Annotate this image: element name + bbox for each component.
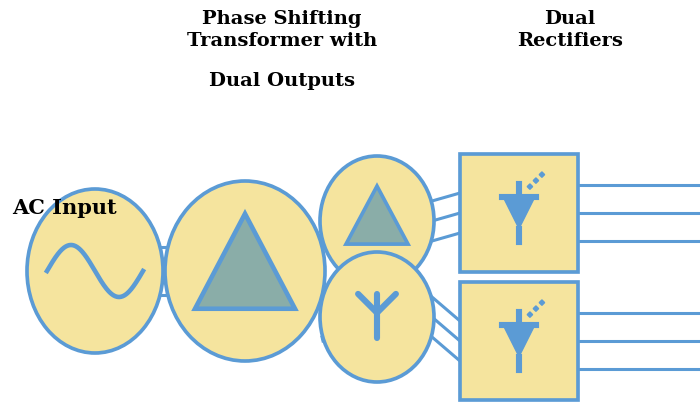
Polygon shape: [195, 214, 295, 309]
Ellipse shape: [165, 181, 325, 361]
Polygon shape: [533, 306, 538, 311]
Polygon shape: [346, 187, 408, 245]
Text: Phase Shifting: Phase Shifting: [202, 10, 362, 28]
Text: AC Input: AC Input: [12, 198, 117, 217]
Polygon shape: [533, 179, 538, 184]
Text: Dual: Dual: [545, 10, 596, 28]
Text: Transformer with: Transformer with: [187, 32, 377, 50]
Polygon shape: [527, 184, 533, 190]
Bar: [460, 282, 578, 400]
Polygon shape: [527, 312, 533, 318]
Polygon shape: [539, 173, 545, 178]
Ellipse shape: [320, 157, 434, 286]
Polygon shape: [503, 326, 535, 357]
Polygon shape: [503, 198, 535, 229]
Text: Dual Outputs: Dual Outputs: [209, 72, 355, 90]
Polygon shape: [539, 300, 545, 305]
Ellipse shape: [320, 252, 434, 382]
Bar: [460, 155, 578, 272]
Ellipse shape: [27, 190, 163, 353]
Text: Rectifiers: Rectifiers: [517, 32, 623, 50]
